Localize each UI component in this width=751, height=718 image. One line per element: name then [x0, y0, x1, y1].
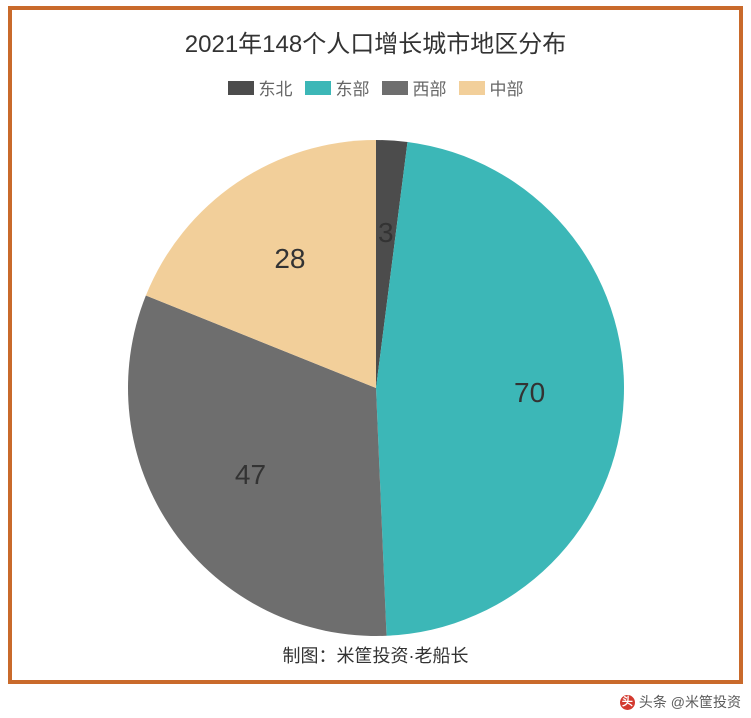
- legend-swatch: [459, 81, 485, 95]
- legend-label: 中部: [490, 75, 524, 100]
- legend-item: 中部: [459, 75, 524, 100]
- attribution-text: 头条 @米筐投资: [639, 692, 741, 712]
- pie-slice-label: 47: [234, 459, 265, 490]
- pie-slice-label: 70: [514, 377, 545, 408]
- pie-slice: [376, 142, 624, 636]
- pie-chart: 3 70 47 28: [96, 128, 656, 653]
- legend-label: 东北: [259, 75, 293, 100]
- legend-item: 西部: [382, 75, 447, 100]
- legend-item: 东北: [228, 75, 293, 100]
- chart-caption: 制图：米筐投资·老船长: [12, 642, 739, 668]
- chart-panel: 2021年148个人口增长城市地区分布 东北 东部 西部 中部 3 70 47 28 制图：…: [8, 6, 743, 684]
- chart-frame: 2021年148个人口增长城市地区分布 东北 东部 西部 中部 3 70 47 28 制图：…: [0, 0, 751, 718]
- legend-swatch: [382, 81, 408, 95]
- toutiao-icon: 头: [620, 695, 635, 710]
- legend-swatch: [305, 81, 331, 95]
- legend-swatch: [228, 81, 254, 95]
- chart-legend: 东北 东部 西部 中部: [12, 75, 739, 100]
- legend-item: 东部: [305, 75, 370, 100]
- pie-slice-label: 3: [377, 217, 393, 248]
- legend-label: 西部: [413, 75, 447, 100]
- pie-slice-label: 28: [274, 243, 305, 274]
- legend-label: 东部: [336, 75, 370, 100]
- chart-title: 2021年148个人口增长城市地区分布: [12, 10, 739, 59]
- attribution: 头 头条 @米筐投资: [620, 692, 741, 712]
